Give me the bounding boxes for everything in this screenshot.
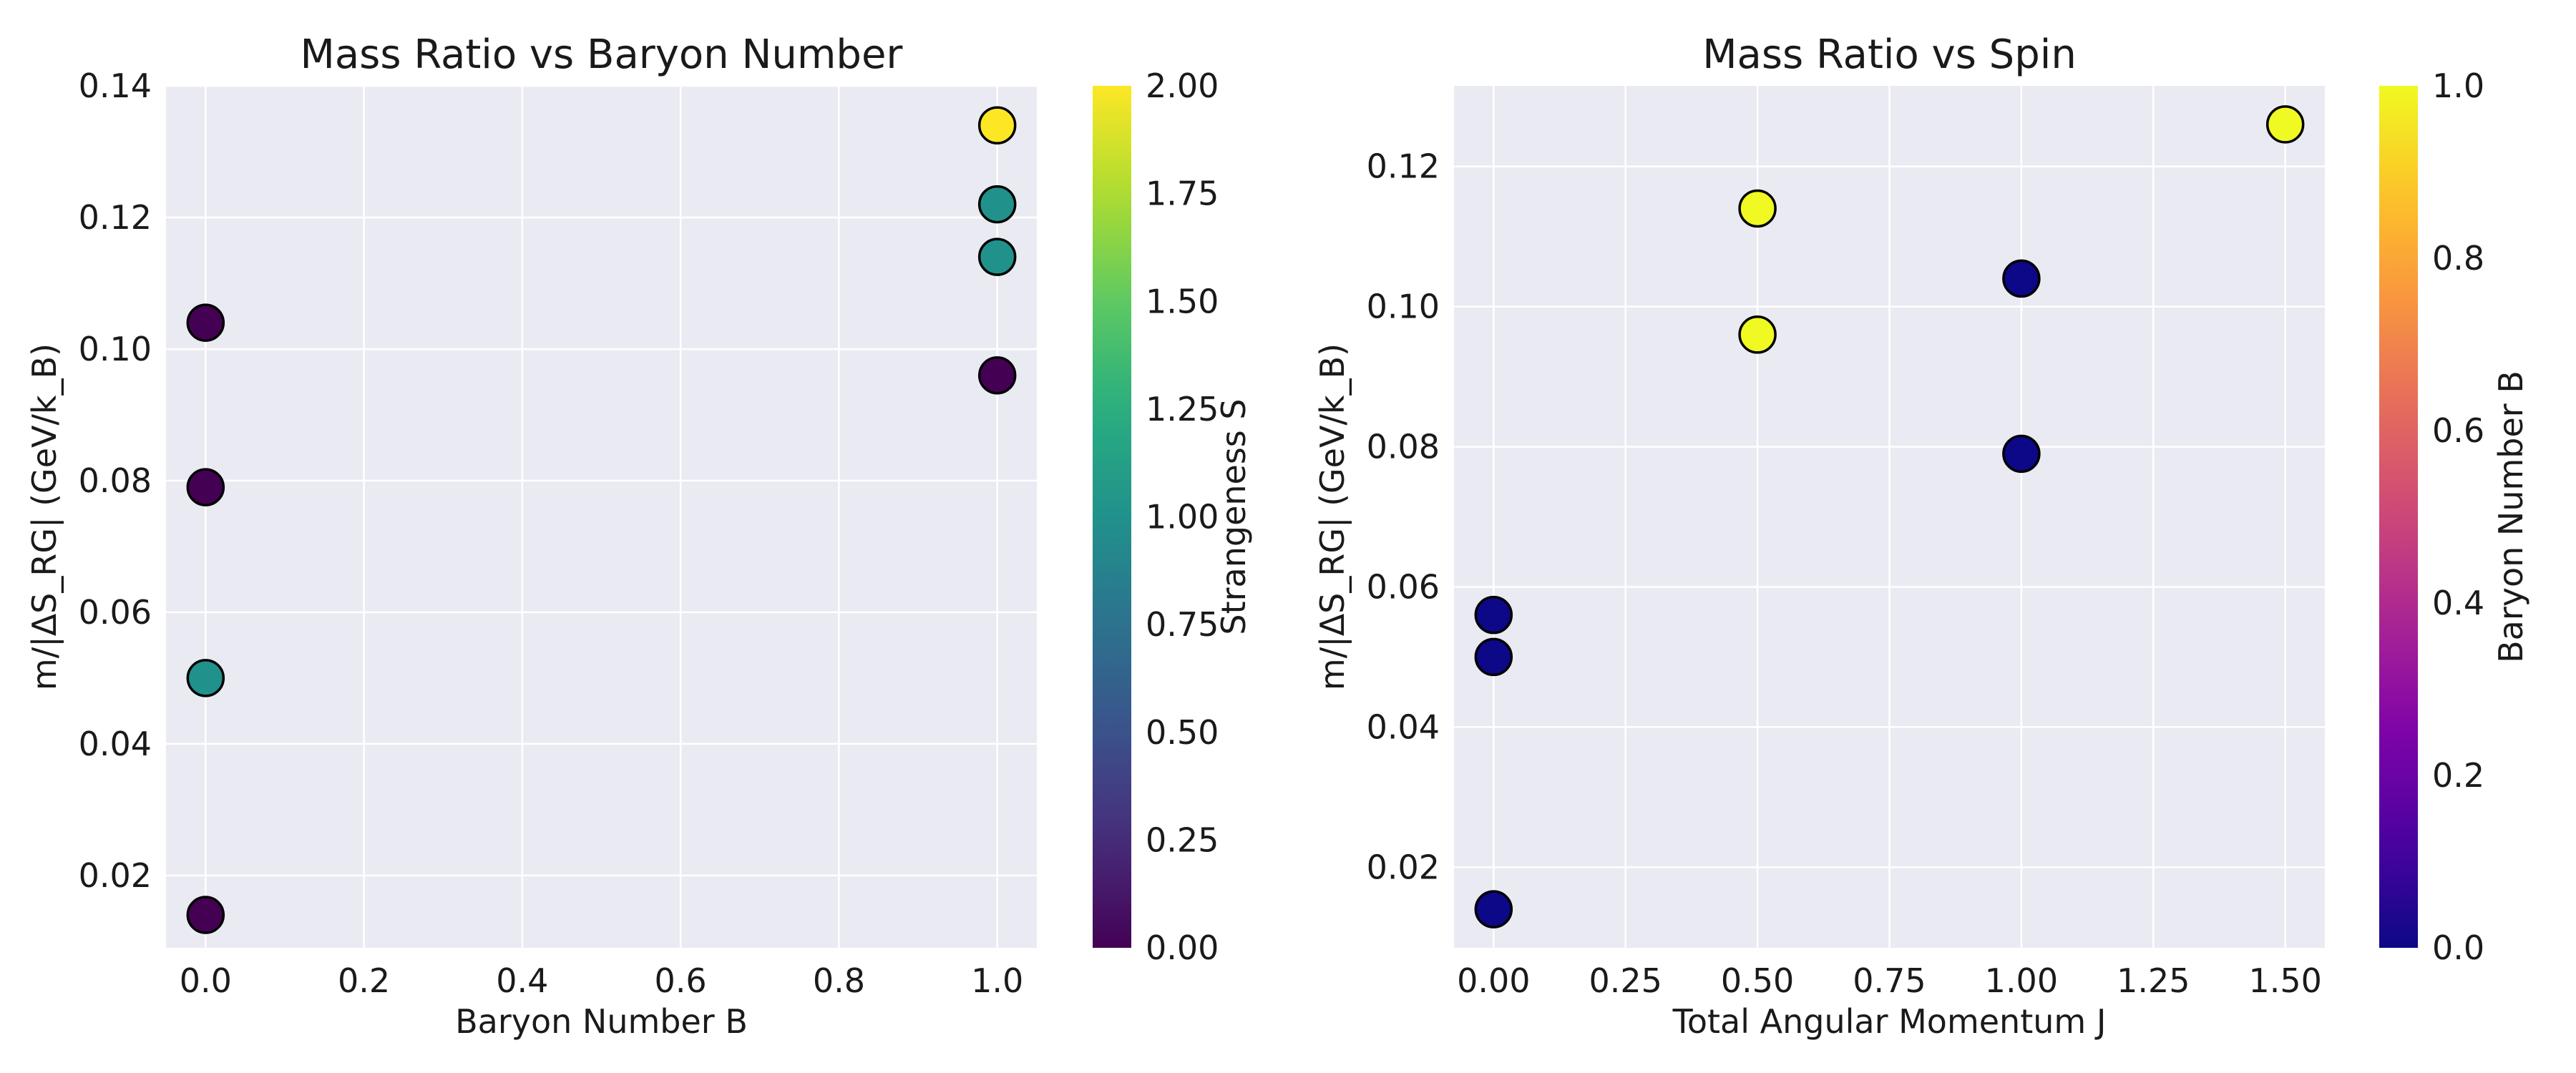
- scatter-point: [977, 356, 1017, 395]
- colorbar-tick-label: 1.50: [1146, 282, 1219, 320]
- y-tick-label: 0.08: [1367, 428, 1440, 466]
- y-tick-label: 0.02: [79, 856, 152, 895]
- plot-area-left: [166, 86, 1037, 948]
- colorbar-ticks-left: 0.00 0.25 0.50 0.75 1.00 1.25 1.50 1.75 2.00: [1146, 67, 1219, 967]
- x-tick-label: 0.00: [1457, 961, 1530, 1000]
- y-tick-label: 0.08: [79, 461, 152, 500]
- x-tick-label: 1.00: [1985, 961, 2058, 1000]
- colorbar-tick-label: 2.00: [1146, 67, 1219, 105]
- panel-right: 0.00 0.25 0.50 0.75 1.00 1.25 1.50 0.020.040.0…: [1313, 31, 2530, 1041]
- x-tick-label: 0.2: [338, 961, 390, 1000]
- x-tick-label: 0.75: [1853, 961, 1926, 1000]
- y-tick-label: 0.10: [79, 330, 152, 368]
- points-left: [186, 106, 1017, 934]
- x-tick-label: 1.0: [971, 961, 1023, 1000]
- colorbar-gradient: [1093, 86, 1131, 948]
- x-tick-label: 0.0: [180, 961, 232, 1000]
- x-tick-label: 0.25: [1589, 961, 1662, 1000]
- scatter-point: [186, 303, 225, 342]
- scatter-point: [186, 896, 225, 934]
- chart-title-right: Mass Ratio vs Spin: [1702, 31, 2077, 78]
- y-tick-label: 0.14: [79, 67, 152, 105]
- x-ticks-right: 0.00 0.25 0.50 0.75 1.00 1.25 1.50: [1457, 961, 2322, 1000]
- y-tick-label: 0.10: [1367, 288, 1440, 326]
- y-ticks-right: 0.02 0.04 0.06 0.08 0.10 0.12: [1367, 147, 1440, 887]
- scatter-point: [2002, 259, 2041, 298]
- panel-left: 0.0 0.2 0.4 0.6 0.8 1.0 0.020.040.060.080.100…: [25, 31, 1253, 1041]
- colorbar-tick-label: 1.00: [1146, 498, 1219, 536]
- colorbar-tick-label: 1.75: [1146, 175, 1219, 213]
- y-axis-label-left: m/|ΔS_RG| (GeV/k_B): [25, 343, 64, 690]
- chart-title-left: Mass Ratio vs Baryon Number: [301, 31, 904, 78]
- colorbar-tick-label: 0.25: [1146, 820, 1219, 859]
- scatter-point: [186, 468, 225, 506]
- y-tick-label: 0.02: [1367, 848, 1440, 886]
- points-right: [1474, 105, 2305, 929]
- y-tick-label: 0.06: [79, 593, 152, 632]
- scatter-point: [1474, 595, 1513, 635]
- grid-left: [166, 84, 1037, 948]
- scatter-point: [977, 237, 1017, 276]
- x-tick-label: 1.50: [2248, 961, 2321, 1000]
- colorbar-label-right: Baryon Number B: [2492, 371, 2530, 663]
- y-tick-label: 0.04: [1367, 707, 1440, 746]
- x-axis-label-right: Total Angular Momentum J: [1672, 1002, 2107, 1041]
- x-tick-label: 1.25: [2117, 961, 2190, 1000]
- scatter-point: [977, 106, 1017, 144]
- y-tick-label: 0.04: [79, 725, 152, 763]
- x-tick-label: 0.50: [1721, 961, 1794, 1000]
- colorbar-tick-label: 0.75: [1146, 605, 1219, 644]
- y-ticks-left: 0.02 0.04 0.06 0.08 0.10 0.12 0.14: [79, 67, 152, 895]
- x-tick-label: 0.4: [496, 961, 548, 1000]
- y-tick-label: 0.06: [1367, 567, 1440, 606]
- colorbar-tick-label: 0.00: [1146, 929, 1219, 967]
- x-tick-label: 0.8: [813, 961, 865, 1000]
- colorbar-tick-label: 1.25: [1146, 390, 1219, 428]
- colorbar-tick-label: 1.0: [2432, 67, 2484, 105]
- x-ticks-left: 0.0 0.2 0.4 0.6 0.8 1.0: [180, 961, 1024, 1000]
- colorbar-ticks-right: 0.0 0.2 0.4 0.6 0.8 1.0: [2432, 67, 2484, 967]
- colorbar-tick-label: 0.0: [2432, 929, 2484, 967]
- scatter-point: [1738, 315, 1777, 354]
- colorbar-label-left: Strangeness S: [1214, 398, 1253, 635]
- colorbar-tick-label: 0.50: [1146, 713, 1219, 752]
- y-axis-label-right: m/|ΔS_RG| (GeV/k_B): [1313, 343, 1352, 690]
- scatter-point: [1474, 890, 1513, 929]
- scatter-point: [1474, 637, 1513, 677]
- y-tick-label: 0.12: [79, 198, 152, 237]
- scatter-point: [2002, 434, 2041, 474]
- x-tick-label: 0.6: [655, 961, 707, 1000]
- colorbar-gradient: [2379, 86, 2418, 948]
- scatter-point: [186, 659, 225, 697]
- colorbar-left: [1093, 86, 1131, 948]
- colorbar-tick-label: 0.6: [2432, 411, 2484, 450]
- colorbar-tick-label: 0.4: [2432, 584, 2484, 622]
- scatter-point: [2265, 105, 2305, 144]
- colorbar-right: [2379, 86, 2418, 948]
- grid-right: [1454, 86, 2325, 948]
- x-axis-label-left: Baryon Number B: [455, 1002, 748, 1041]
- y-tick-label: 0.12: [1367, 147, 1440, 186]
- scatter-point: [1738, 189, 1777, 228]
- colorbar-tick-label: 0.2: [2432, 756, 2484, 795]
- scatter-point: [977, 185, 1017, 224]
- colorbar-tick-label: 0.8: [2432, 239, 2484, 278]
